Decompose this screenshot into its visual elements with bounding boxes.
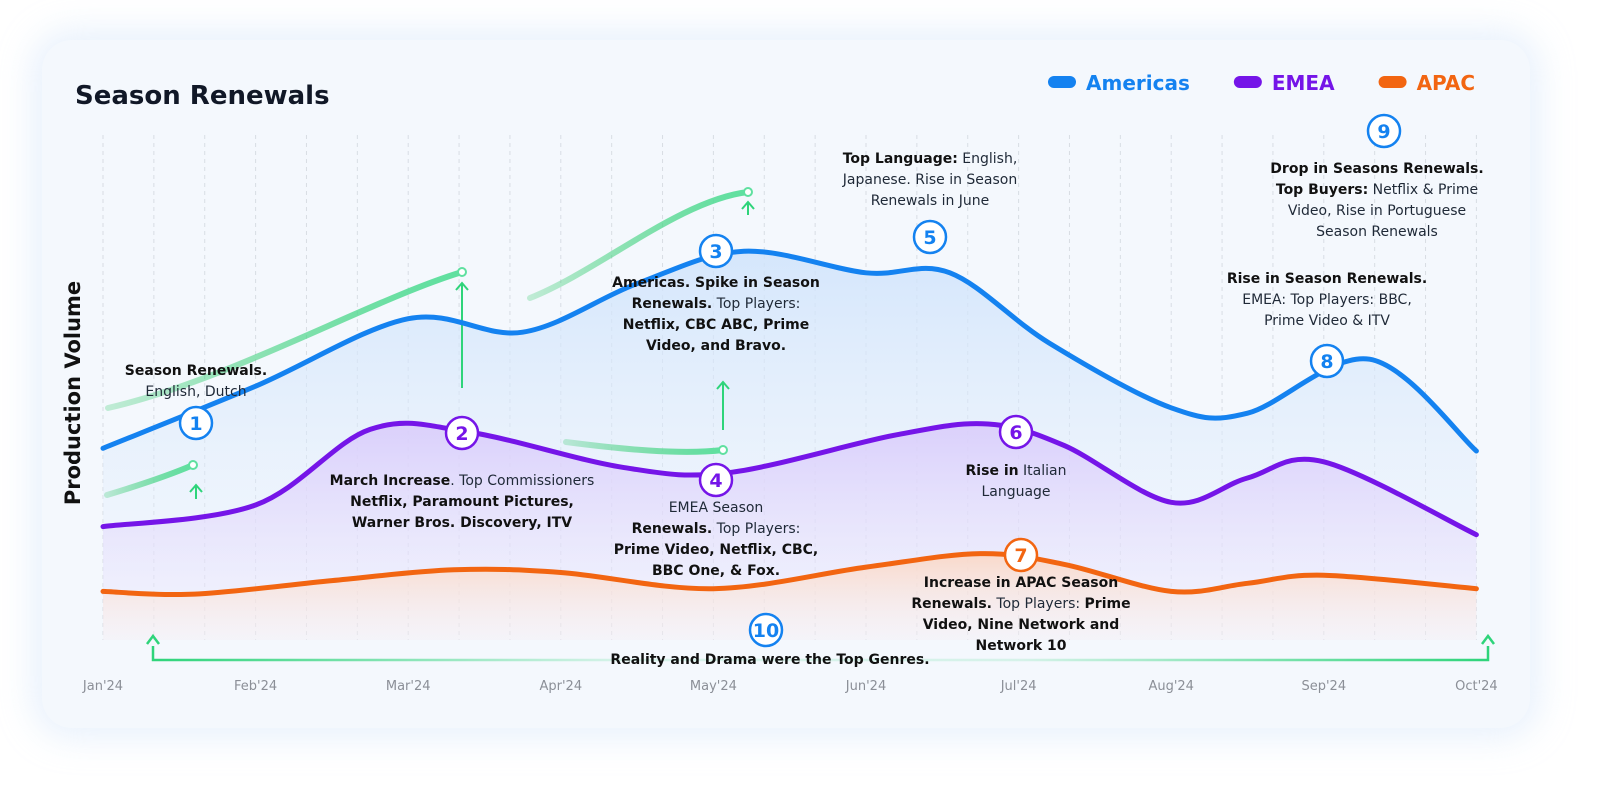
marker-number-10: 10	[753, 620, 779, 642]
marker-10	[748, 612, 784, 648]
line-americas	[100, 248, 1479, 454]
x-tick-sep-24: Sep'24	[1301, 679, 1346, 694]
marker-number-9: 9	[1377, 121, 1390, 143]
trend-dot	[743, 187, 753, 197]
annotation-1: Season Renewals. English, Dutch	[125, 363, 267, 400]
marker-5	[912, 219, 948, 255]
x-tick-oct-24: Oct'24	[1455, 679, 1498, 694]
trend-highlights	[104, 187, 1495, 662]
legend-label-americas: Americas	[1086, 71, 1190, 95]
legend: Americas EMEA APAC	[1048, 71, 1475, 95]
legend-label-apac: APAC	[1417, 71, 1475, 95]
marker-number-6: 6	[1009, 422, 1022, 444]
trend-curve	[105, 269, 465, 411]
marker-1	[178, 405, 214, 441]
x-tick-mar-24: Mar'24	[386, 679, 431, 694]
marker-number-1: 1	[189, 413, 202, 435]
marker-9	[1366, 113, 1402, 149]
trend-arrowhead	[716, 380, 730, 390]
x-axis-ticks: Jan'24 Feb'24 Mar'24 Apr'24 May'24 Jun'24 Jul'…	[82, 679, 1498, 694]
y-axis-label: Production Volume	[61, 281, 85, 505]
trend-curve	[104, 462, 196, 498]
marker-number-5: 5	[923, 227, 936, 249]
marker-3	[698, 233, 734, 269]
x-tick-jan-24: Jan'24	[82, 679, 123, 694]
annotation-6: Rise in Italian Language	[966, 463, 1067, 500]
legend-swatch-apac	[1378, 76, 1407, 88]
x-tick-jul-24: Jul'24	[1000, 679, 1037, 694]
series-areas	[103, 251, 1477, 640]
area-apac	[103, 553, 1477, 640]
annotation-5: Top Language: English, Japanese. Rise in …	[842, 151, 1018, 209]
series-lines	[100, 248, 1479, 598]
trend-dot	[457, 267, 467, 277]
annotation-texts: Season Renewals. English, Dutch March Incr…	[125, 151, 1484, 668]
trend-arrowhead	[455, 281, 469, 291]
x-tick-apr-24: Apr'24	[539, 679, 582, 694]
x-tick-jun-24: Jun'24	[845, 679, 886, 694]
trend-dot	[188, 460, 198, 470]
marker-2	[444, 415, 480, 451]
legend-label-emea: EMEA	[1272, 71, 1335, 95]
marker-number-4: 4	[709, 470, 722, 492]
marker-number-7: 7	[1014, 545, 1027, 567]
marker-7	[1003, 537, 1039, 573]
genre-bracket-arrow	[146, 633, 160, 645]
x-tick-aug-24: Aug'24	[1148, 679, 1194, 694]
marker-number-3: 3	[709, 241, 722, 263]
trend-arrowhead	[189, 483, 203, 493]
marker-4	[698, 462, 734, 498]
trend-dot	[718, 445, 728, 455]
marker-8	[1309, 343, 1345, 379]
x-tick-feb-24: Feb'24	[234, 679, 277, 694]
annotation-2: March Increase. Top Commissioners Netflix…	[330, 473, 595, 531]
marker-6	[998, 414, 1034, 450]
annotation-7: Increase in APAC Season Renewals. Top Pla…	[911, 575, 1130, 654]
trend-arrowhead	[741, 200, 755, 210]
annotation-markers: 1 2 3 4 5 6 7 8 9 10	[178, 113, 1402, 648]
annotation-9: Drop in Seasons Renewals. Top Buyers: Net…	[1270, 161, 1483, 240]
annotation-4: EMEA Season Renewals. Top Players: Prime V…	[614, 500, 818, 579]
annotation-3: Americas. Spike in Season Renewals. Top P…	[612, 275, 820, 354]
genre-bracket-arrow	[1481, 633, 1495, 645]
legend-swatch-americas	[1048, 76, 1076, 88]
trend-curve	[563, 439, 726, 455]
annotation-10: Reality and Drama were the Top Genres.	[610, 652, 929, 668]
trend-curve	[527, 189, 751, 301]
marker-number-2: 2	[455, 423, 468, 445]
genre-bracket	[151, 646, 1490, 662]
x-tick-may-24: May'24	[690, 679, 737, 694]
line-emea	[100, 420, 1479, 538]
legend-swatch-emea	[1233, 76, 1262, 88]
line-apac	[100, 551, 1479, 598]
marker-number-8: 8	[1320, 351, 1333, 373]
annotation-8: Rise in Season Renewals. EMEA: Top Player…	[1227, 271, 1427, 329]
chart-title: Season Renewals	[75, 81, 330, 111]
